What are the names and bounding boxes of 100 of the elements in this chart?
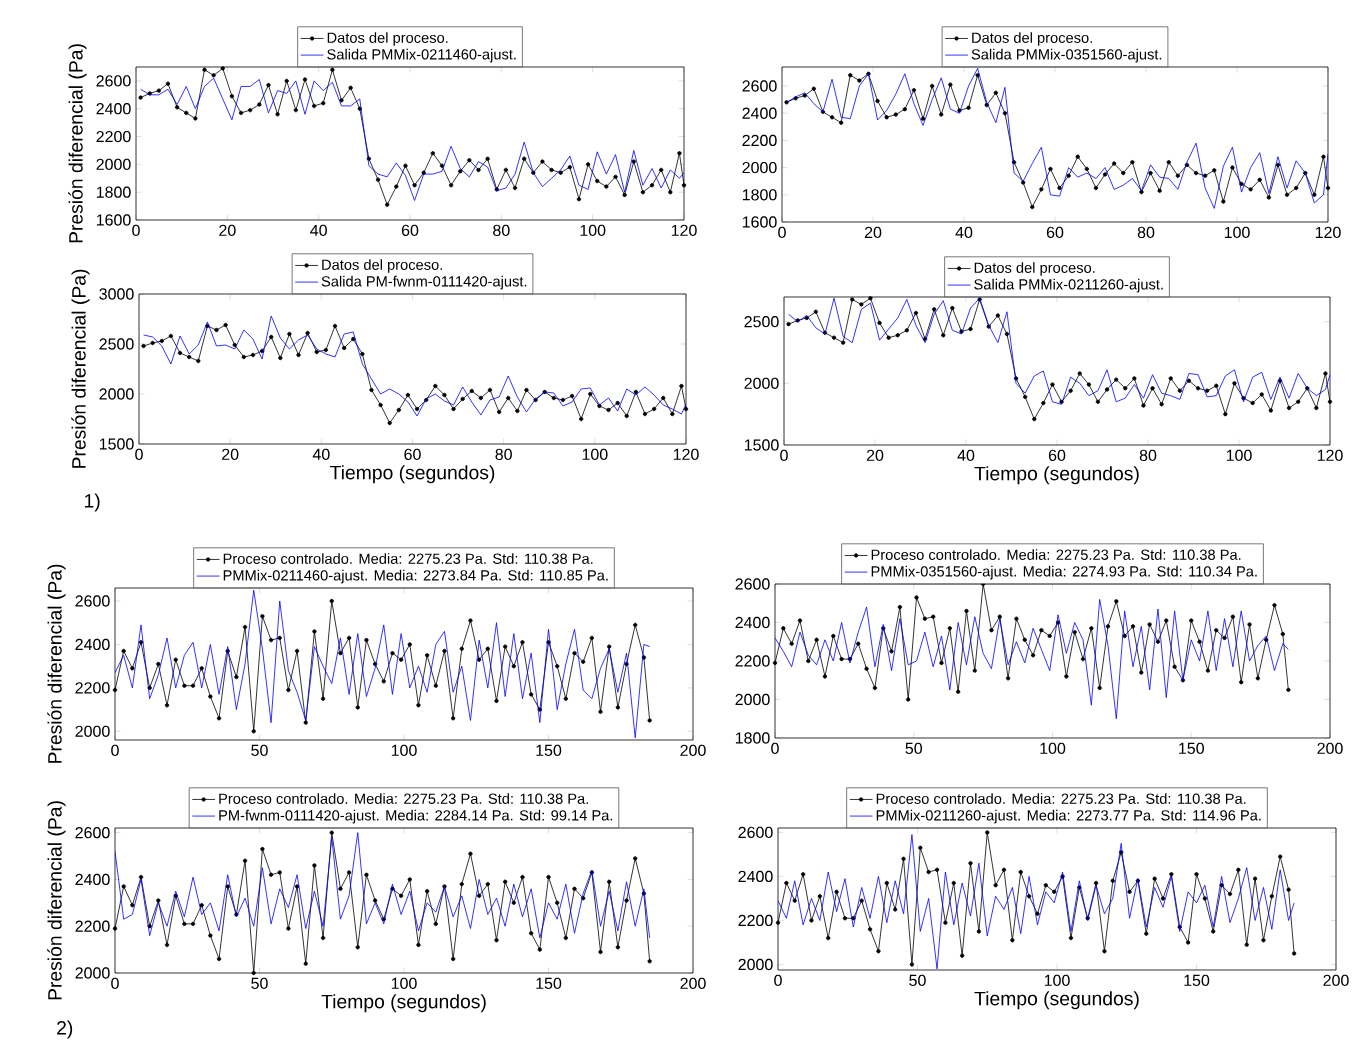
x-tick-label: 100: [580, 224, 606, 237]
x-tick-label: 100: [1040, 742, 1066, 755]
y-tick-label: 1600: [742, 216, 777, 228]
y-tick-label: 1500: [744, 439, 779, 451]
x-tick-label: 150: [536, 744, 562, 757]
x-tick-label: 120: [673, 448, 699, 461]
y-axis-title: Presión diferencial (Pa): [71, 269, 90, 468]
y-axis-title: Presión diferencial (Pa): [68, 44, 87, 243]
legend-label: PMMix-0351560-ajust. Media: 2274.93 Pa. Std: 110.34 Pa.: [871, 565, 1257, 580]
y-tick-label: 2200: [738, 914, 773, 927]
legend-label: Salida PMMix-0211260-ajust.: [974, 278, 1163, 293]
y-tick-label: 2000: [742, 161, 777, 174]
y-tick-label: 2000: [738, 958, 773, 971]
x-tick-label: 60: [401, 224, 419, 237]
y-tick-label: 2400: [75, 638, 110, 651]
x-tick-label: 20: [864, 226, 882, 239]
legend-label: Salida PM-fwnm-0111420-ajust.: [321, 275, 527, 290]
legend-label: Proceso controlado. Media: 2275.23 Pa. Std: 110.38 Pa.: [876, 793, 1246, 804]
x-axis-title: Tiempo (segundos): [974, 466, 1139, 485]
x-axis-title: Tiempo (segundos): [321, 994, 486, 1013]
x-tick-label: 0: [111, 977, 119, 990]
x-tick-label: 0: [132, 224, 140, 237]
x-tick-label: 50: [909, 974, 926, 987]
x-tick-label: 200: [1317, 742, 1343, 755]
legend-label: Datos del proceso.: [322, 259, 442, 273]
legend-label: Proceso controlado. Media: 2275.23 Pa. Std: 110.38 Pa.: [871, 549, 1241, 560]
y-tick-label: 2400: [75, 873, 110, 886]
x-tick-label: 80: [1139, 449, 1157, 462]
y-tick-label: 3000: [99, 288, 134, 300]
x-tick-label: 50: [251, 977, 268, 990]
x-tick-label: 150: [1179, 742, 1204, 755]
x-tick-label: 60: [404, 448, 421, 461]
line-series: [788, 297, 1330, 405]
x-tick-label: 20: [222, 448, 239, 461]
x-tick-label: 120: [671, 224, 697, 237]
x-tick-label: 100: [391, 977, 417, 990]
x-tick-label: 200: [680, 744, 706, 757]
x-tick-label: 0: [778, 226, 786, 239]
y-tick-label: 2600: [96, 75, 131, 87]
x-tick-label: 100: [1224, 226, 1250, 239]
y-tick-label: 2200: [75, 920, 110, 932]
y-axis-title: Presión diferencial (Pa): [47, 564, 66, 763]
legend-label: Datos del proceso.: [974, 262, 1095, 276]
y-tick-label: 2000: [75, 725, 110, 737]
x-tick-label: 40: [312, 448, 330, 461]
x-tick-label: 80: [495, 448, 512, 461]
x-tick-label: 150: [1184, 974, 1210, 987]
y-tick-label: 2200: [742, 134, 777, 147]
y-axis-title: Presión diferencial (Pa): [47, 801, 66, 1000]
y-tick-label: 2400: [742, 107, 777, 119]
y-tick-label: 2200: [96, 130, 131, 143]
y-tick-label: 2000: [96, 158, 131, 171]
x-tick-label: 40: [955, 226, 973, 239]
x-tick-label: 60: [1046, 226, 1064, 239]
x-tick-label: 0: [135, 448, 143, 461]
x-tick-label: 100: [1044, 974, 1070, 987]
x-tick-label: 200: [1323, 974, 1349, 987]
legend-label: Datos del proceso.: [327, 32, 448, 46]
x-tick-label: 150: [536, 977, 562, 990]
y-tick-label: 1600: [96, 214, 131, 226]
line-series: [775, 599, 1289, 720]
x-tick-label: 200: [680, 977, 706, 990]
x-axis-title: Tiempo (segundos): [974, 991, 1139, 1010]
x-tick-label: 50: [251, 744, 268, 757]
x-tick-label: 120: [1317, 449, 1343, 462]
y-tick-label: 2000: [744, 377, 779, 389]
x-tick-label: 50: [905, 742, 923, 755]
text: 2): [57, 1020, 73, 1039]
legend-label: Salida PMMix-0211460-ajust.: [327, 48, 516, 63]
x-tick-label: 80: [493, 224, 510, 237]
y-tick-label: 2000: [99, 388, 134, 400]
y-tick-label: 2600: [742, 80, 777, 92]
y-tick-label: 2200: [735, 655, 770, 667]
x-tick-label: 0: [774, 974, 782, 987]
y-tick-label: 2500: [744, 316, 779, 328]
y-tick-label: 2000: [75, 967, 110, 979]
x-tick-label: 0: [771, 742, 779, 755]
y-tick-label: 2600: [75, 827, 110, 839]
y-tick-label: 2600: [738, 826, 773, 839]
x-tick-label: 20: [866, 449, 884, 462]
line-series: [115, 832, 651, 939]
text: 1): [85, 493, 100, 512]
y-tick-label: 1800: [735, 732, 770, 744]
legend-label: PMMix-0211460-ajust. Media: 2273.84 Pa. Std: 110.85 Pa.: [223, 569, 608, 584]
legend-label: Datos del proceso.: [972, 32, 1092, 46]
legend-label: Salida PMMix-0351560-ajust.: [971, 48, 1162, 63]
x-tick-label: 120: [1315, 226, 1341, 239]
x-tick-label: 40: [310, 224, 327, 237]
x-tick-label: 100: [582, 448, 608, 461]
x-tick-label: 0: [111, 744, 119, 757]
y-tick-label: 2600: [75, 595, 110, 607]
legend-label: Proceso controlado. Media: 2275.23 Pa. Std: 110.38 Pa.: [219, 793, 588, 804]
x-tick-label: 100: [391, 744, 417, 757]
x-tick-label: 0: [780, 449, 788, 462]
y-tick-label: 1800: [742, 189, 777, 201]
legend-label: Proceso controlado. Media: 2275.23 Pa. Std: 110.38 Pa.: [223, 553, 593, 564]
x-tick-label: 60: [1048, 449, 1066, 462]
y-tick-label: 1500: [99, 438, 134, 450]
y-tick-label: 1800: [96, 186, 131, 198]
y-tick-label: 2200: [75, 682, 110, 694]
